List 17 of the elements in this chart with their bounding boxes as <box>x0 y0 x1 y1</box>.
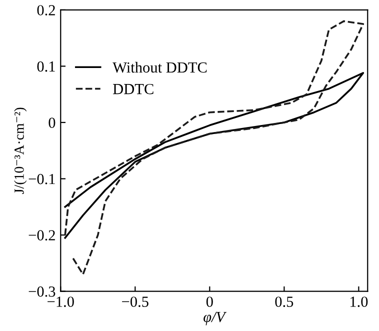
y-axis-title: J/(10⁻³A·cm⁻²) <box>14 108 27 194</box>
line-series <box>64 20 364 276</box>
y-tick-label: 0 <box>48 118 56 128</box>
x-tick-label: 0 <box>206 296 213 307</box>
x-axis-title: φ/V <box>204 312 227 326</box>
x-tick-label: 0.5 <box>275 296 294 307</box>
x-tick-label: −1.0 <box>48 296 74 307</box>
line-series <box>64 72 364 239</box>
legend-label: DDTC <box>113 84 154 94</box>
y-tick-label: −0.2 <box>28 230 55 241</box>
x-tick-label: −0.5 <box>122 296 148 307</box>
y-tick-label: −0.1 <box>28 174 55 184</box>
y-tick-label: 0.2 <box>37 5 55 16</box>
legend-label: Without DDTC <box>112 62 207 73</box>
x-tick-label: 1.0 <box>350 296 368 307</box>
y-tick-label: −0.3 <box>28 286 56 297</box>
y-tick-label: 0.1 <box>37 61 55 72</box>
